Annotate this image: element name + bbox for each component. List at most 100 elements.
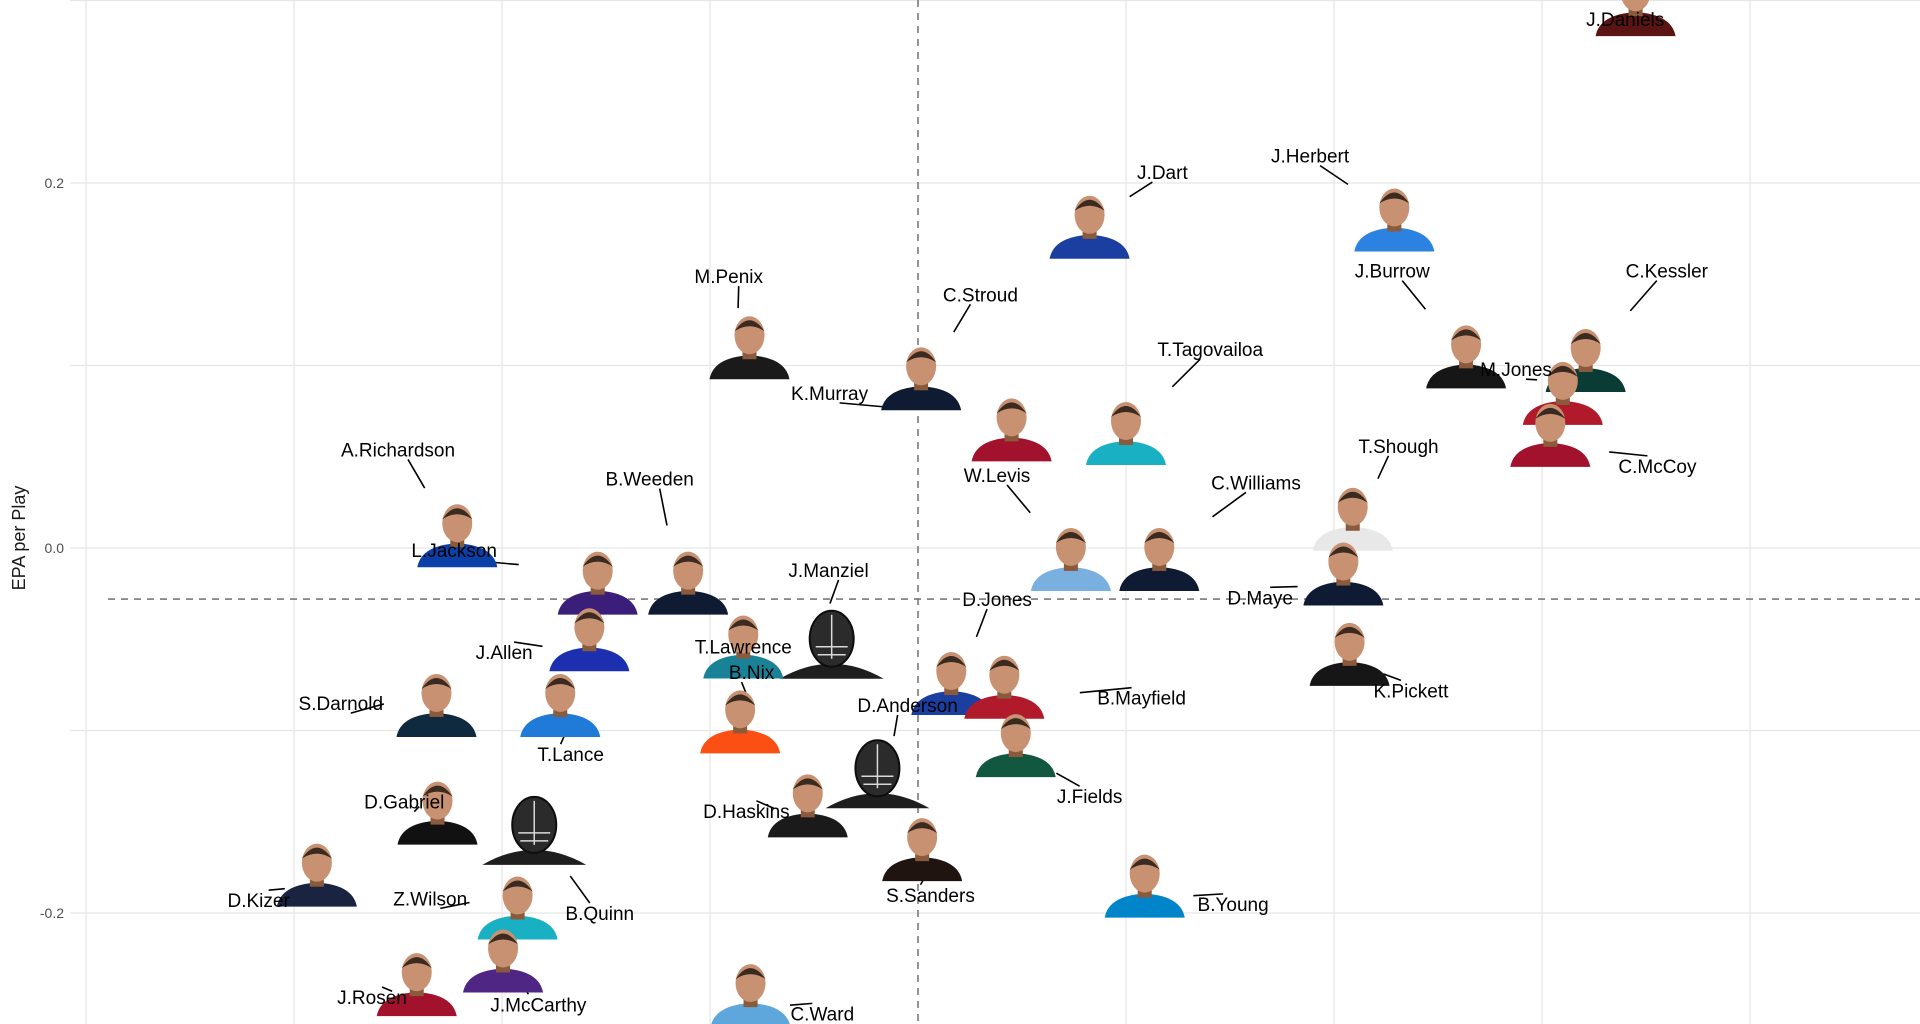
player-label: T.Tagovailoa bbox=[1157, 340, 1263, 361]
player-headshot bbox=[971, 398, 1052, 462]
y-axis: 0.2 0.0 -0.2 bbox=[40, 175, 64, 921]
leader-line bbox=[413, 806, 420, 813]
player-label: C.Stroud bbox=[943, 285, 1018, 306]
player-label: D.Jones bbox=[962, 590, 1032, 611]
leader-line bbox=[1525, 378, 1538, 381]
leader-line bbox=[1401, 280, 1427, 310]
player-headshot bbox=[825, 739, 930, 809]
leader-line bbox=[381, 986, 393, 992]
player-headshot bbox=[557, 551, 638, 615]
leader-line bbox=[1609, 451, 1648, 457]
player-headshot bbox=[376, 953, 457, 1017]
player-label: J.Dart bbox=[1137, 163, 1188, 184]
label-leader-lines bbox=[268, 164, 1658, 1006]
player-headshot bbox=[1309, 622, 1390, 686]
grid bbox=[70, 0, 1920, 1024]
player-label: M.Jones bbox=[1480, 360, 1552, 381]
player-headshot bbox=[1049, 195, 1130, 259]
leader-line bbox=[1055, 772, 1080, 787]
player-label: B.Mayfield bbox=[1097, 689, 1186, 710]
leader-line bbox=[1006, 484, 1031, 514]
player-label: J.McCarthy bbox=[490, 995, 587, 1016]
player-label: B.Weeden bbox=[605, 470, 693, 491]
player-label: L.Jackson bbox=[411, 541, 497, 562]
player-headshot bbox=[1030, 527, 1111, 591]
player-label: C.Kessler bbox=[1626, 262, 1709, 283]
leader-line bbox=[829, 579, 840, 604]
player-headshot bbox=[1086, 402, 1166, 466]
player-headshot bbox=[1312, 487, 1393, 551]
player-label: J.Allen bbox=[476, 643, 533, 664]
leader-line bbox=[513, 641, 543, 648]
player-headshot bbox=[911, 652, 992, 716]
player-headshot bbox=[881, 347, 962, 411]
leader-line bbox=[658, 488, 668, 526]
player-headshot bbox=[779, 609, 884, 679]
player-headshot bbox=[549, 608, 630, 672]
player-headshot bbox=[711, 964, 790, 1024]
leader-line bbox=[1270, 585, 1298, 589]
leader-line bbox=[953, 303, 972, 333]
player-label: J.Daniels bbox=[1586, 10, 1664, 31]
leader-line bbox=[1212, 491, 1247, 518]
leader-line bbox=[1377, 455, 1390, 479]
player-headshot bbox=[520, 673, 601, 737]
player-label: W.Levis bbox=[964, 466, 1031, 487]
y-tick-label: 0.2 bbox=[45, 175, 65, 191]
player-headshot bbox=[1104, 854, 1185, 918]
player-label: C.McCoy bbox=[1618, 457, 1697, 478]
player-label: D.Anderson bbox=[857, 696, 957, 717]
player-label: D.Kizer bbox=[227, 891, 290, 912]
leader-line bbox=[737, 286, 740, 309]
player-headshot bbox=[964, 655, 1045, 719]
leader-line bbox=[407, 459, 426, 489]
leader-line bbox=[1193, 893, 1224, 897]
player-headshot bbox=[882, 818, 963, 882]
leader-line bbox=[1383, 673, 1402, 682]
player-headshot bbox=[648, 551, 729, 615]
player-headshot bbox=[417, 504, 498, 568]
player-label: Z.Wilson bbox=[393, 889, 467, 910]
player-headshot bbox=[700, 690, 781, 754]
player-headshot bbox=[767, 774, 848, 838]
y-axis-title: EPA per Play bbox=[9, 486, 29, 591]
leader-line bbox=[975, 608, 988, 638]
player-headshot bbox=[1303, 542, 1384, 606]
leader-line bbox=[350, 703, 385, 714]
player-headshot bbox=[482, 795, 587, 865]
player-label: C.Ward bbox=[790, 1004, 854, 1024]
player-headshot bbox=[1354, 188, 1435, 252]
player-label: J.Fields bbox=[1057, 787, 1122, 808]
player-label: B.Young bbox=[1198, 895, 1269, 916]
leader-line bbox=[569, 875, 591, 904]
player-headshot bbox=[477, 876, 558, 940]
player-label: J.Burrow bbox=[1355, 262, 1430, 283]
player-labels: J.Daniels J.Herbert J.Dart M.Penix J.Burrow C… bbox=[227, 10, 1708, 1024]
player-label: C.Williams bbox=[1211, 473, 1301, 494]
player-headshot bbox=[397, 781, 478, 845]
player-headshot bbox=[1595, 0, 1676, 37]
player-label: D.Gabriel bbox=[364, 793, 444, 814]
player-label: K.Murray bbox=[791, 384, 869, 405]
leader-line bbox=[893, 714, 899, 737]
reference-lines bbox=[108, 0, 1920, 1024]
player-label: D.Maye bbox=[1227, 588, 1292, 609]
player-headshot bbox=[975, 714, 1056, 778]
player-headshot bbox=[709, 316, 790, 380]
player-headshot bbox=[1510, 403, 1591, 467]
player-label: S.Sanders bbox=[886, 886, 975, 907]
player-headshot bbox=[1119, 527, 1200, 591]
player-label: T.Lawrence bbox=[695, 638, 792, 659]
leader-line bbox=[440, 901, 470, 910]
player-headshot bbox=[1426, 325, 1507, 389]
leader-line bbox=[1629, 280, 1658, 312]
player-label: J.Rosen bbox=[337, 988, 407, 1009]
leader-line bbox=[1171, 358, 1201, 388]
leader-line bbox=[756, 800, 775, 810]
leader-line bbox=[1319, 164, 1349, 186]
player-label: T.Shough bbox=[1358, 437, 1438, 458]
player-headshot bbox=[703, 615, 784, 679]
player-label: K.Pickett bbox=[1373, 681, 1449, 702]
player-label: M.Penix bbox=[694, 267, 763, 288]
